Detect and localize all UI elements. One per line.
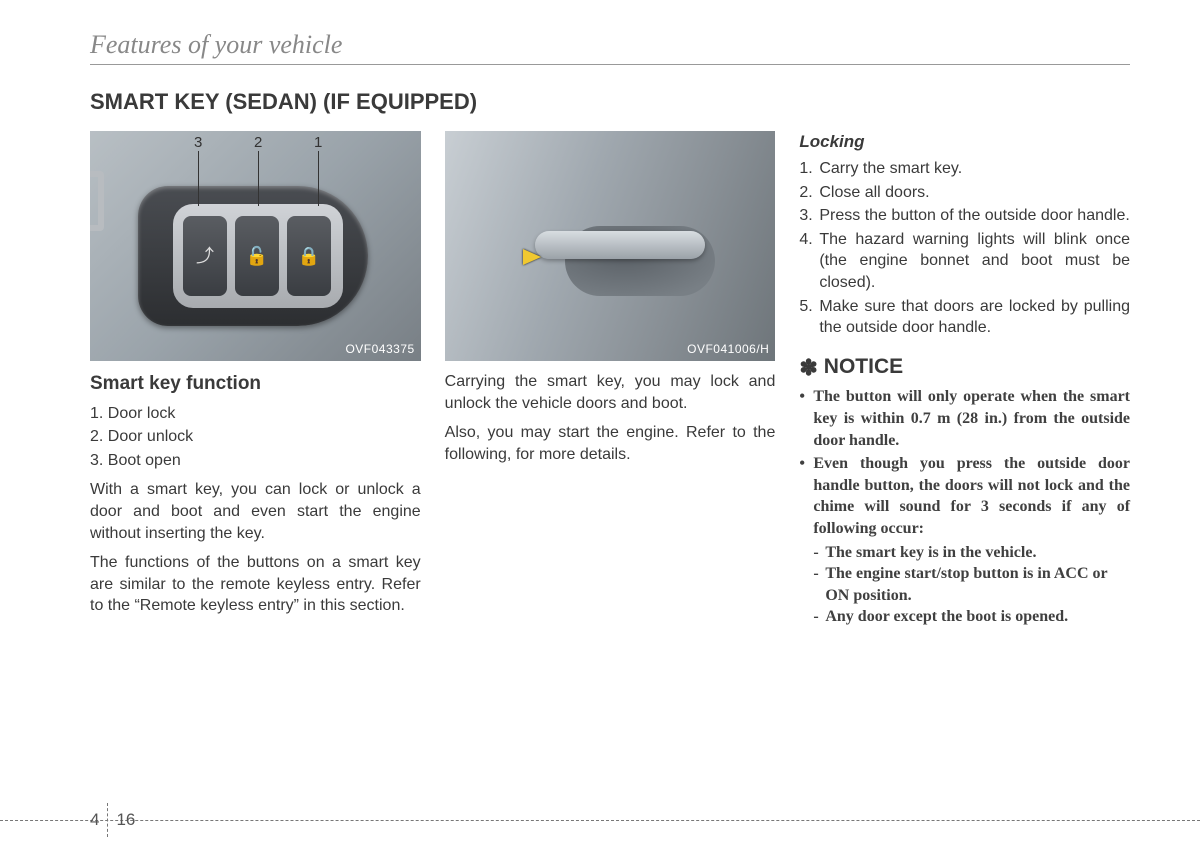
list-item: 3.Press the button of the outside door h… — [799, 205, 1130, 227]
list-item: 3. Boot open — [90, 450, 421, 472]
paragraph: Carrying the smart key, you may lock and… — [445, 371, 776, 414]
key-button-boot-icon: ⤴ — [183, 216, 227, 296]
paragraph: With a smart key, you can lock or unlock… — [90, 479, 421, 544]
keyfob-panel: ⤴ 🔓 🔒 — [173, 204, 343, 308]
item-number: 1. — [799, 158, 819, 180]
smart-key-function-heading: Smart key function — [90, 371, 421, 397]
image-caption: OVF043375 — [345, 341, 414, 357]
bullet-icon: • — [799, 453, 813, 539]
notice-icon: ✽ — [799, 353, 817, 383]
locking-steps: 1.Carry the smart key.2.Close all doors.… — [799, 158, 1130, 339]
item-text: Make sure that doors are locked by pulli… — [819, 296, 1130, 339]
item-text: Press the button of the outside door han… — [819, 205, 1130, 227]
locking-heading: Locking — [799, 131, 1130, 154]
paragraph: The functions of the buttons on a smart … — [90, 552, 421, 617]
callout-number: 1 — [314, 133, 322, 153]
list-sub-item: -Any door except the boot is opened. — [813, 606, 1130, 628]
section-title: SMART KEY (SEDAN) (IF EQUIPPED) — [90, 89, 1130, 115]
list-item: 5.Make sure that doors are locked by pul… — [799, 296, 1130, 339]
dash-icon: - — [813, 606, 825, 628]
arrow-indicator-icon — [523, 249, 541, 265]
callout-line — [258, 151, 259, 206]
page-footer-divider — [0, 820, 1200, 821]
list-item: 4.The hazard warning lights will blink o… — [799, 229, 1130, 294]
list-item: •Even though you press the outside door … — [799, 453, 1130, 539]
list-sub-item: -The engine start/stop button is in ACC … — [813, 563, 1130, 606]
column-left: ⤴ 🔓 🔒 3 2 1 OVF043375 Smart key function… — [90, 131, 421, 628]
callout-line — [318, 151, 319, 206]
dash-icon: - — [813, 542, 825, 564]
callout-line — [198, 151, 199, 206]
item-text: The smart key is in the vehicle. — [825, 542, 1130, 564]
door-handle-figure: OVF041006/H — [445, 131, 776, 361]
key-button-unlock-icon: 🔓 — [235, 216, 279, 296]
column-middle: OVF041006/H Carrying the smart key, you … — [445, 131, 776, 628]
item-number: 2. — [799, 182, 819, 204]
column-right: Locking 1.Carry the smart key.2.Close al… — [799, 131, 1130, 628]
list-item: •The button will only operate when the s… — [799, 386, 1130, 451]
notice-label: NOTICE — [824, 353, 903, 381]
dash-icon: - — [813, 563, 825, 606]
callout-number: 2 — [254, 133, 262, 153]
item-text: The button will only operate when the sm… — [813, 386, 1130, 451]
item-text: The hazard warning lights will blink onc… — [819, 229, 1130, 294]
page-index: 16 — [116, 810, 135, 830]
chapter-number: 4 — [90, 810, 99, 830]
notice-list: •The button will only operate when the s… — [799, 386, 1130, 628]
keyfob-icon: ⤴ 🔓 🔒 — [138, 186, 368, 326]
content-columns: ⤴ 🔓 🔒 3 2 1 OVF043375 Smart key function… — [90, 131, 1130, 628]
item-text: Any door except the boot is opened. — [825, 606, 1130, 628]
image-caption: OVF041006/H — [687, 341, 769, 357]
callout-number: 3 — [194, 133, 202, 153]
page-number: 4 16 — [90, 803, 135, 837]
list-item: 2.Close all doors. — [799, 182, 1130, 204]
key-button-lock-icon: 🔒 — [287, 216, 331, 296]
item-text: Close all doors. — [819, 182, 1130, 204]
list-item: 1. Door lock — [90, 403, 421, 425]
item-number: 3. — [799, 205, 819, 227]
paragraph: Also, you may start the engine. Refer to… — [445, 422, 776, 465]
item-text: The engine start/stop button is in ACC o… — [825, 563, 1130, 606]
list-sub-item: -The smart key is in the vehicle. — [813, 542, 1130, 564]
list-item: 2. Door unlock — [90, 426, 421, 448]
item-text: Even though you press the outside door h… — [813, 453, 1130, 539]
smart-key-figure: ⤴ 🔓 🔒 3 2 1 OVF043375 — [90, 131, 421, 361]
list-item: 1.Carry the smart key. — [799, 158, 1130, 180]
page-divider-icon — [107, 803, 108, 837]
function-list: 1. Door lock 2. Door unlock 3. Boot open — [90, 403, 421, 472]
bullet-icon: • — [799, 386, 813, 451]
item-text: Carry the smart key. — [819, 158, 1130, 180]
notice-heading: ✽ NOTICE — [799, 353, 1130, 383]
chapter-title: Features of your vehicle — [90, 30, 1130, 65]
door-handle-icon — [535, 231, 705, 259]
item-number: 4. — [799, 229, 819, 294]
item-number: 5. — [799, 296, 819, 339]
key-ring-icon — [90, 171, 104, 231]
